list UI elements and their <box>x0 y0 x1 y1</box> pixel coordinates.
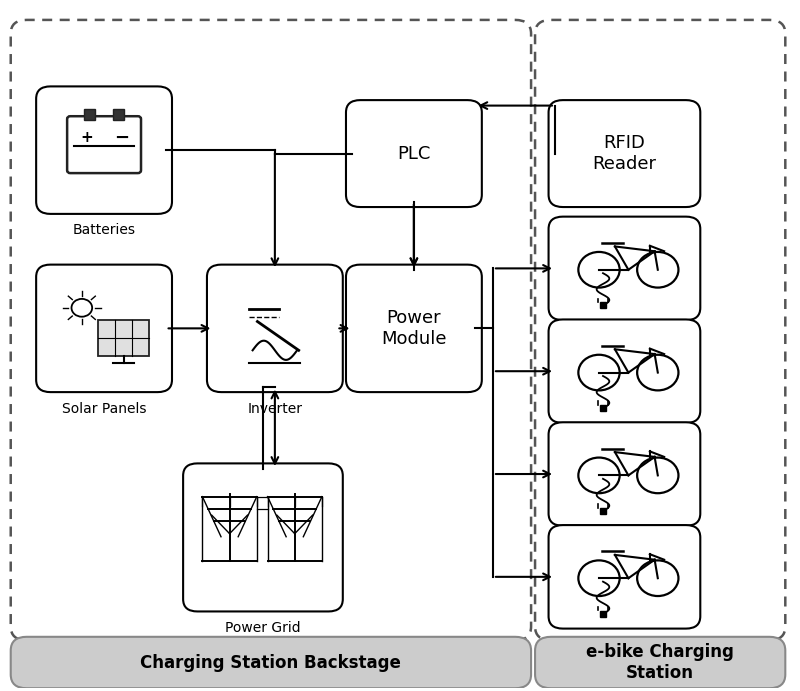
Bar <box>84 109 95 120</box>
FancyBboxPatch shape <box>549 100 700 207</box>
FancyBboxPatch shape <box>549 319 700 423</box>
Text: Power
Module: Power Module <box>381 309 446 348</box>
Bar <box>98 320 150 356</box>
FancyBboxPatch shape <box>36 265 172 392</box>
Bar <box>113 109 124 120</box>
FancyBboxPatch shape <box>183 464 343 612</box>
Text: −: − <box>114 129 129 146</box>
FancyBboxPatch shape <box>549 525 700 629</box>
Text: +: + <box>80 131 93 145</box>
FancyBboxPatch shape <box>549 217 700 320</box>
Text: e-bike Charging
Station: e-bike Charging Station <box>586 643 734 682</box>
Text: Charging Station Backstage: Charging Station Backstage <box>141 654 402 672</box>
Text: Batteries: Batteries <box>73 223 135 238</box>
FancyBboxPatch shape <box>10 637 531 688</box>
FancyBboxPatch shape <box>207 265 343 392</box>
FancyBboxPatch shape <box>535 637 786 688</box>
Text: RFID
Reader: RFID Reader <box>593 134 657 173</box>
FancyBboxPatch shape <box>67 116 141 173</box>
FancyBboxPatch shape <box>346 265 482 392</box>
FancyBboxPatch shape <box>36 86 172 214</box>
Text: Inverter: Inverter <box>247 401 302 416</box>
Text: Power Grid: Power Grid <box>225 621 301 635</box>
FancyBboxPatch shape <box>549 422 700 526</box>
FancyBboxPatch shape <box>346 100 482 207</box>
Text: Solar Panels: Solar Panels <box>62 401 146 416</box>
Text: PLC: PLC <box>398 144 430 162</box>
